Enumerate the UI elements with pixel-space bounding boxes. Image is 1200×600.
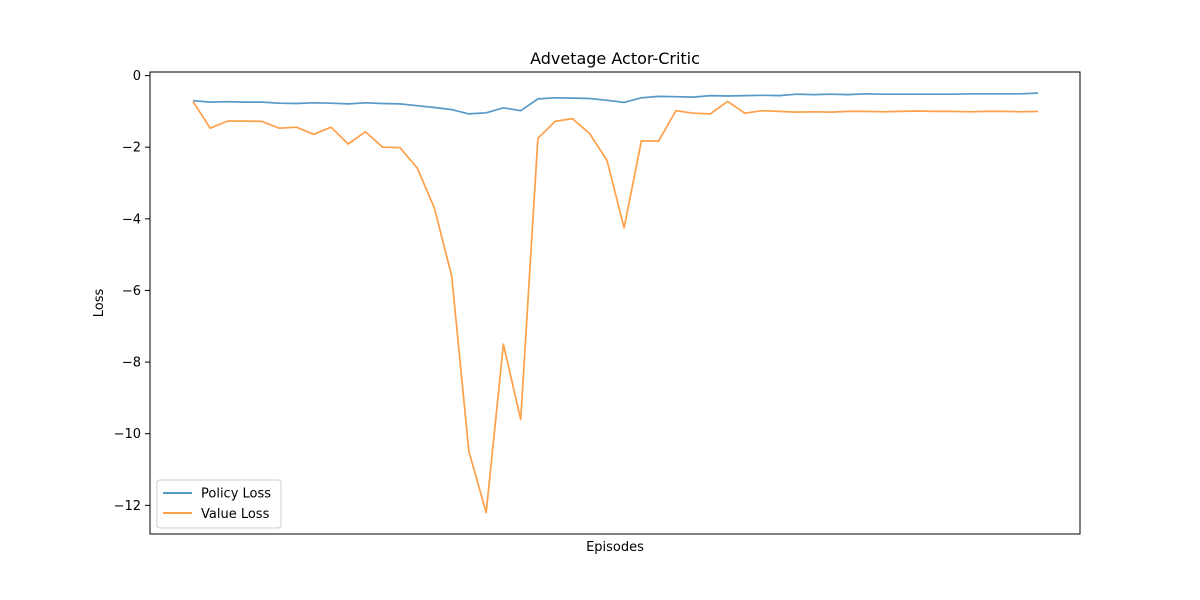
y-tick-label: −12 [114, 499, 141, 514]
y-tick-label: −4 [122, 212, 141, 227]
y-axis-label: Loss [92, 289, 107, 318]
chart-title: Advetage Actor-Critic [530, 49, 700, 68]
y-tick-label: −2 [122, 141, 141, 156]
legend: Policy Loss Value Loss [156, 479, 282, 529]
plot-frame [149, 71, 1081, 535]
y-tick-label: 0 [133, 69, 141, 84]
y-tick-label: −6 [122, 284, 141, 299]
plot-lines [192, 92, 1039, 514]
y-axis: 0 −2 −4 −6 −8 −10 −12 [114, 69, 150, 514]
series-line-value-loss [192, 100, 1039, 514]
y-tick-label: −10 [114, 427, 141, 442]
series-line-policy-loss [192, 92, 1039, 115]
x-axis-label: Episodes [586, 540, 644, 555]
y-tick-label: −8 [122, 356, 141, 371]
legend-label-policy-loss: Policy Loss [201, 487, 271, 502]
legend-label-value-loss: Value Loss [201, 507, 270, 522]
